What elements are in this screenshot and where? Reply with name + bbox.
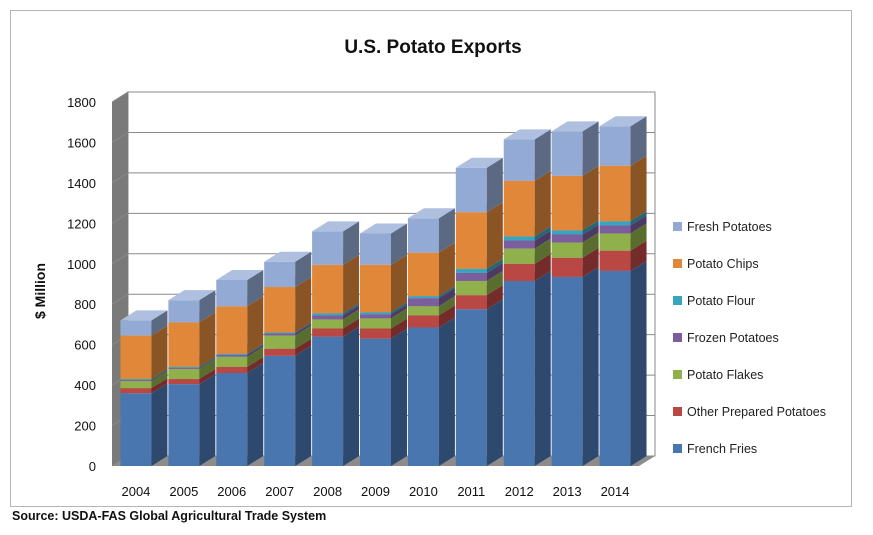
chart-frame: 0 200 400 600 800 1000 1200 1400 1600 1800 2004 200… <box>10 10 852 507</box>
bar-segment <box>216 269 264 307</box>
x-tick-label: 2009 <box>361 484 390 499</box>
legend-label: Potato Chips <box>687 257 759 271</box>
legend-label: Fresh Potatoes <box>687 220 772 234</box>
x-tick-label: 2012 <box>505 484 534 499</box>
x-tick-label: 2007 <box>265 484 294 499</box>
x-tick-label: 2013 <box>553 484 582 499</box>
legend-item: Potato Flakes <box>673 368 763 382</box>
legend-swatch <box>673 407 682 416</box>
axes: 0 200 400 600 800 1000 1200 1400 1600 1800 2004 200… <box>67 95 629 499</box>
x-tick-label: 2006 <box>217 484 246 499</box>
legend-label: Potato Flour <box>687 294 755 308</box>
chart: 0 200 400 600 800 1000 1200 1400 1600 1800 2004 200… <box>32 37 826 499</box>
legend-swatch <box>673 259 682 268</box>
x-tick-label: 2014 <box>601 484 630 499</box>
x-tick-label: 2010 <box>409 484 438 499</box>
legend: Fresh Potatoes Potato Chips Potato Flour Fr… <box>673 220 826 456</box>
bar-segment <box>360 328 407 466</box>
bars <box>120 116 647 466</box>
bar-segment <box>312 221 360 265</box>
legend-item: Potato Flour <box>673 294 755 308</box>
bar-segment <box>120 383 168 466</box>
legend-swatch <box>673 222 682 231</box>
bar-segment <box>407 242 455 297</box>
bar-segment <box>407 208 455 253</box>
source-note: Source: USDA-FAS Global Agricultural Tra… <box>12 509 327 523</box>
legend-swatch <box>673 296 682 305</box>
legend-label: Frozen Potatoes <box>687 331 779 345</box>
y-tick-label: 0 <box>89 459 96 474</box>
legend-label: Potato Flakes <box>687 368 763 382</box>
bar-segment <box>168 374 216 466</box>
x-tick-label: 2011 <box>457 484 485 499</box>
y-tick-label: 1800 <box>67 95 96 110</box>
bar-segment <box>599 260 647 466</box>
y-tick-label: 1400 <box>67 176 96 191</box>
bar-segment <box>455 157 503 213</box>
y-tick-label: 1000 <box>67 257 96 272</box>
legend-item: Frozen Potatoes <box>673 331 779 345</box>
y-tick-label: 600 <box>74 338 96 353</box>
legend-item: Potato Chips <box>673 257 759 271</box>
bar-segment <box>216 296 264 354</box>
legend-swatch <box>673 333 682 342</box>
legend-label: French Fries <box>687 442 757 456</box>
bar-segment <box>312 326 360 466</box>
y-tick-label: 1200 <box>67 216 96 231</box>
legend-swatch <box>673 444 682 453</box>
y-tick-label: 200 <box>74 419 96 434</box>
bar-segment <box>599 116 647 166</box>
chart-title: U.S. Potato Exports <box>344 37 521 58</box>
legend-item: Other Prepared Potatoes <box>673 405 826 419</box>
bar-segment <box>216 362 264 466</box>
x-tick-label: 2004 <box>121 484 150 499</box>
legend-swatch <box>673 370 682 379</box>
gridline <box>111 131 655 143</box>
bar-segment <box>360 223 407 265</box>
bar-segment <box>551 121 599 176</box>
bar-segment <box>551 266 599 466</box>
bar-segment <box>168 290 216 323</box>
bar-segment <box>503 270 551 466</box>
bar-segment <box>455 299 503 466</box>
bar-segment <box>407 317 455 466</box>
x-tick-label: 2005 <box>169 484 198 499</box>
y-tick-label: 400 <box>74 378 96 393</box>
x-tick-label: 2008 <box>313 484 342 499</box>
y-axis-label: $ Million <box>32 263 48 319</box>
legend-item: French Fries <box>673 442 757 456</box>
y-tick-label: 800 <box>74 297 96 312</box>
bar-segment <box>120 310 168 336</box>
legend-label: Other Prepared Potatoes <box>687 405 826 419</box>
legend-item: Fresh Potatoes <box>673 220 772 234</box>
bar-segment <box>264 251 312 288</box>
bar-segment <box>264 345 312 466</box>
gridline <box>111 91 655 103</box>
bar-segment <box>503 129 551 181</box>
y-tick-label: 1600 <box>67 135 96 150</box>
